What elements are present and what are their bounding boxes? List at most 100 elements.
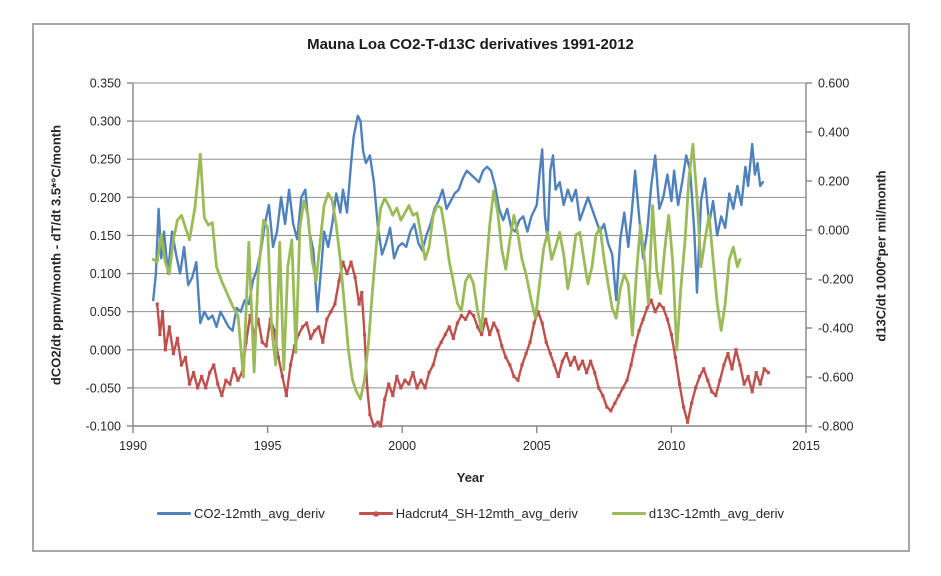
x-axis-tick-label: 2000 — [388, 439, 416, 453]
legend-label-hadcrut4: Hadcrut4_SH-12mth_avg_deriv — [395, 506, 578, 521]
series-marker-Hadcrut4_SH-12mth_avg_deriv — [191, 371, 196, 375]
series-marker-Hadcrut4_SH-12mth_avg_deriv — [236, 378, 240, 382]
series-marker-Hadcrut4_SH-12mth_avg_deriv — [341, 260, 345, 264]
series-marker-Hadcrut4_SH-12mth_avg_deriv — [463, 317, 468, 321]
series-marker-Hadcrut4_SH-12mth_avg_deriv — [183, 355, 188, 359]
series-marker-Hadcrut4_SH-12mth_avg_deriv — [387, 382, 391, 386]
series-marker-Hadcrut4_SH-12mth_avg_deriv — [758, 382, 762, 386]
series-marker-Hadcrut4_SH-12mth_avg_deriv — [504, 355, 508, 359]
series-marker-Hadcrut4_SH-12mth_avg_deriv — [296, 332, 301, 337]
series-marker-Hadcrut4_SH-12mth_avg_deriv — [272, 329, 276, 333]
y-axis-tick-label-left: 0.050 — [90, 305, 121, 319]
series-marker-Hadcrut4_SH-12mth_avg_deriv — [167, 325, 171, 329]
series-marker-Hadcrut4_SH-12mth_avg_deriv — [391, 393, 395, 398]
series-marker-Hadcrut4_SH-12mth_avg_deriv — [633, 344, 637, 348]
series-marker-Hadcrut4_SH-12mth_avg_deriv — [423, 386, 427, 390]
legend-line-swatch-co2 — [156, 512, 191, 515]
series-marker-Hadcrut4_SH-12mth_avg_deriv — [362, 332, 367, 337]
series-marker-Hadcrut4_SH-12mth_avg_deriv — [714, 393, 718, 398]
series-marker-Hadcrut4_SH-12mth_avg_deriv — [710, 390, 714, 394]
series-marker-Hadcrut4_SH-12mth_avg_deriv — [208, 371, 212, 375]
series-marker-Hadcrut4_SH-12mth_avg_deriv — [544, 340, 548, 344]
series-marker-Hadcrut4_SH-12mth_avg_deriv — [669, 332, 673, 337]
series-marker-Hadcrut4_SH-12mth_avg_deriv — [407, 382, 411, 386]
series-marker-Hadcrut4_SH-12mth_avg_deriv — [496, 329, 500, 333]
series-marker-Hadcrut4_SH-12mth_avg_deriv — [484, 317, 488, 321]
series-marker-Hadcrut4_SH-12mth_avg_deriv — [617, 393, 621, 398]
legend-item-d13c: d13C-12mth_avg_deriv — [611, 506, 784, 521]
y-axis-tick-label-right: 0.600 — [818, 77, 849, 91]
series-marker-Hadcrut4_SH-12mth_avg_deriv — [512, 374, 516, 379]
series-marker-Hadcrut4_SH-12mth_avg_deriv — [677, 382, 682, 386]
y-axis-title-left: dCO2/dt ppmv/month - dT/dt 3.5*°C/month — [48, 124, 64, 386]
series-marker-Hadcrut4_SH-12mth_avg_deriv — [661, 306, 665, 310]
series-marker-Hadcrut4_SH-12mth_avg_deriv — [443, 332, 447, 337]
series-marker-Hadcrut4_SH-12mth_avg_deriv — [372, 424, 376, 428]
series-marker-Hadcrut4_SH-12mth_avg_deriv — [395, 374, 399, 379]
series-marker-Hadcrut4_SH-12mth_avg_deriv — [516, 378, 520, 382]
series-marker-Hadcrut4_SH-12mth_avg_deriv — [754, 371, 758, 375]
series-marker-Hadcrut4_SH-12mth_avg_deriv — [419, 378, 423, 382]
legend-marker-hadcrut4 — [373, 511, 379, 516]
x-axis-tick-label: 1990 — [119, 439, 147, 453]
x-axis-tick-label: 2005 — [523, 439, 551, 453]
series-marker-Hadcrut4_SH-12mth_avg_deriv — [665, 317, 669, 321]
series-marker-Hadcrut4_SH-12mth_avg_deriv — [228, 382, 232, 386]
series-marker-Hadcrut4_SH-12mth_avg_deriv — [284, 393, 289, 398]
series-marker-Hadcrut4_SH-12mth_avg_deriv — [593, 371, 597, 375]
series-marker-Hadcrut4_SH-12mth_avg_deriv — [333, 302, 337, 306]
series-marker-Hadcrut4_SH-12mth_avg_deriv — [368, 412, 372, 417]
series-marker-Hadcrut4_SH-12mth_avg_deriv — [500, 344, 504, 348]
series-marker-Hadcrut4_SH-12mth_avg_deriv — [353, 275, 357, 279]
series-marker-Hadcrut4_SH-12mth_avg_deriv — [605, 405, 609, 409]
series-marker-Hadcrut4_SH-12mth_avg_deriv — [163, 348, 167, 352]
x-axis-title: Year — [456, 470, 485, 485]
series-marker-Hadcrut4_SH-12mth_avg_deriv — [540, 321, 544, 325]
series-marker-Hadcrut4_SH-12mth_avg_deriv — [376, 420, 380, 424]
series-marker-Hadcrut4_SH-12mth_avg_deriv — [621, 386, 625, 390]
series-marker-Hadcrut4_SH-12mth_avg_deriv — [580, 359, 585, 363]
series-marker-Hadcrut4_SH-12mth_avg_deriv — [439, 340, 443, 344]
series-marker-Hadcrut4_SH-12mth_avg_deriv — [455, 321, 459, 325]
series-marker-Hadcrut4_SH-12mth_avg_deriv — [609, 409, 613, 413]
series-marker-Hadcrut4_SH-12mth_avg_deriv — [698, 374, 702, 379]
series-marker-Hadcrut4_SH-12mth_avg_deriv — [613, 401, 617, 405]
series-marker-Hadcrut4_SH-12mth_avg_deriv — [187, 382, 192, 386]
series-marker-Hadcrut4_SH-12mth_avg_deriv — [645, 306, 649, 310]
series-marker-Hadcrut4_SH-12mth_avg_deriv — [726, 351, 730, 356]
series-marker-Hadcrut4_SH-12mth_avg_deriv — [597, 386, 601, 390]
series-marker-Hadcrut4_SH-12mth_avg_deriv — [536, 310, 540, 314]
series-marker-Hadcrut4_SH-12mth_avg_deriv — [673, 355, 678, 359]
series-marker-Hadcrut4_SH-12mth_avg_deriv — [694, 386, 698, 390]
series-marker-Hadcrut4_SH-12mth_avg_deriv — [379, 424, 383, 428]
series-marker-Hadcrut4_SH-12mth_avg_deriv — [589, 359, 593, 363]
y-axis-tick-label-left: -0.100 — [86, 420, 121, 434]
y-axis-tick-label-left: 0.150 — [90, 229, 121, 243]
x-axis-tick-label: 1995 — [254, 439, 282, 453]
series-marker-Hadcrut4_SH-12mth_avg_deriv — [256, 317, 260, 321]
y-axis-tick-label-right: -0.600 — [818, 371, 853, 385]
series-marker-Hadcrut4_SH-12mth_avg_deriv — [629, 363, 633, 367]
series-marker-Hadcrut4_SH-12mth_avg_deriv — [288, 363, 293, 367]
series-marker-Hadcrut4_SH-12mth_avg_deriv — [657, 302, 661, 306]
series-marker-Hadcrut4_SH-12mth_avg_deriv — [471, 313, 476, 318]
y-axis-tick-label-left: 0.350 — [90, 77, 121, 91]
series-marker-Hadcrut4_SH-12mth_avg_deriv — [317, 325, 321, 329]
series-marker-Hadcrut4_SH-12mth_avg_deriv — [365, 386, 369, 390]
series-line-d13C-12mth_avg_deriv — [151, 142, 742, 401]
legend-label-co2: CO2-12mth_avg_deriv — [193, 506, 325, 521]
series-marker-Hadcrut4_SH-12mth_avg_deriv — [415, 386, 419, 390]
series-marker-Hadcrut4_SH-12mth_avg_deriv — [252, 332, 256, 337]
y-axis-tick-label-right: 0.400 — [818, 126, 849, 140]
series-marker-Hadcrut4_SH-12mth_avg_deriv — [742, 382, 746, 386]
series-marker-Hadcrut4_SH-12mth_avg_deriv — [232, 367, 236, 371]
series-marker-Hadcrut4_SH-12mth_avg_deriv — [532, 321, 536, 325]
series-marker-Hadcrut4_SH-12mth_avg_deriv — [280, 374, 285, 379]
y-axis-tick-label-left: 0.100 — [90, 267, 121, 281]
series-marker-Hadcrut4_SH-12mth_avg_deriv — [568, 363, 573, 367]
series-marker-Hadcrut4_SH-12mth_avg_deriv — [212, 363, 216, 367]
series-marker-Hadcrut4_SH-12mth_avg_deriv — [260, 340, 264, 344]
series-marker-Hadcrut4_SH-12mth_avg_deriv — [548, 351, 552, 356]
series-marker-Hadcrut4_SH-12mth_avg_deriv — [447, 325, 451, 329]
y-axis-tick-label-right: 0.000 — [818, 224, 849, 238]
